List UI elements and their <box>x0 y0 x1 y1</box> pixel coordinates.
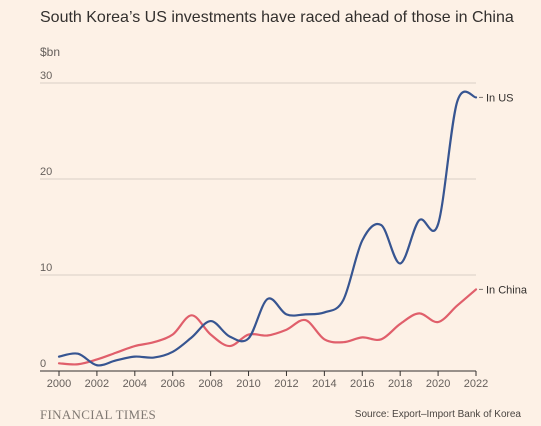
x-tick-label: 2018 <box>388 378 412 390</box>
x-tick-label: 2012 <box>274 378 298 390</box>
x-tick-label: 2014 <box>312 378 336 390</box>
y-tick-label: 10 <box>40 262 52 274</box>
x-tick-label: 2008 <box>198 378 222 390</box>
source-note: Source: Export–Import Bank of Korea <box>354 409 521 420</box>
x-tick-label: 2004 <box>123 378 147 390</box>
x-tick-label: 2020 <box>426 378 450 390</box>
china-series-label: In China <box>486 284 528 296</box>
chart-title: South Korea’s US investments have raced … <box>40 9 514 26</box>
series-lines <box>57 90 478 367</box>
y-tick-label: 0 <box>40 358 46 370</box>
us-series-line <box>57 90 478 367</box>
gridlines <box>40 82 476 372</box>
x-tick-label: 2022 <box>464 378 488 390</box>
x-tick-label: 2016 <box>350 378 374 390</box>
ft-logo: FINANCIAL TIMES <box>40 407 157 422</box>
x-tick-label: 2006 <box>160 378 184 390</box>
x-axis-ticks: 2000 2002 2004 2006 2008 2010 2012 2014 2016 2018… <box>47 371 488 390</box>
y-tick-label: 20 <box>40 166 52 178</box>
china-series-line <box>57 288 478 366</box>
y-tick-label: 30 <box>40 70 52 82</box>
y-axis-ticks: 0 10 20 30 <box>40 70 52 370</box>
x-tick-label: 2010 <box>236 378 260 390</box>
y-axis-label: $bn <box>40 45 60 59</box>
x-tick-label: 2002 <box>85 378 109 390</box>
us-series-label: In US <box>486 92 514 104</box>
series-labels: In US In China <box>479 92 528 296</box>
x-tick-label: 2000 <box>47 378 71 390</box>
